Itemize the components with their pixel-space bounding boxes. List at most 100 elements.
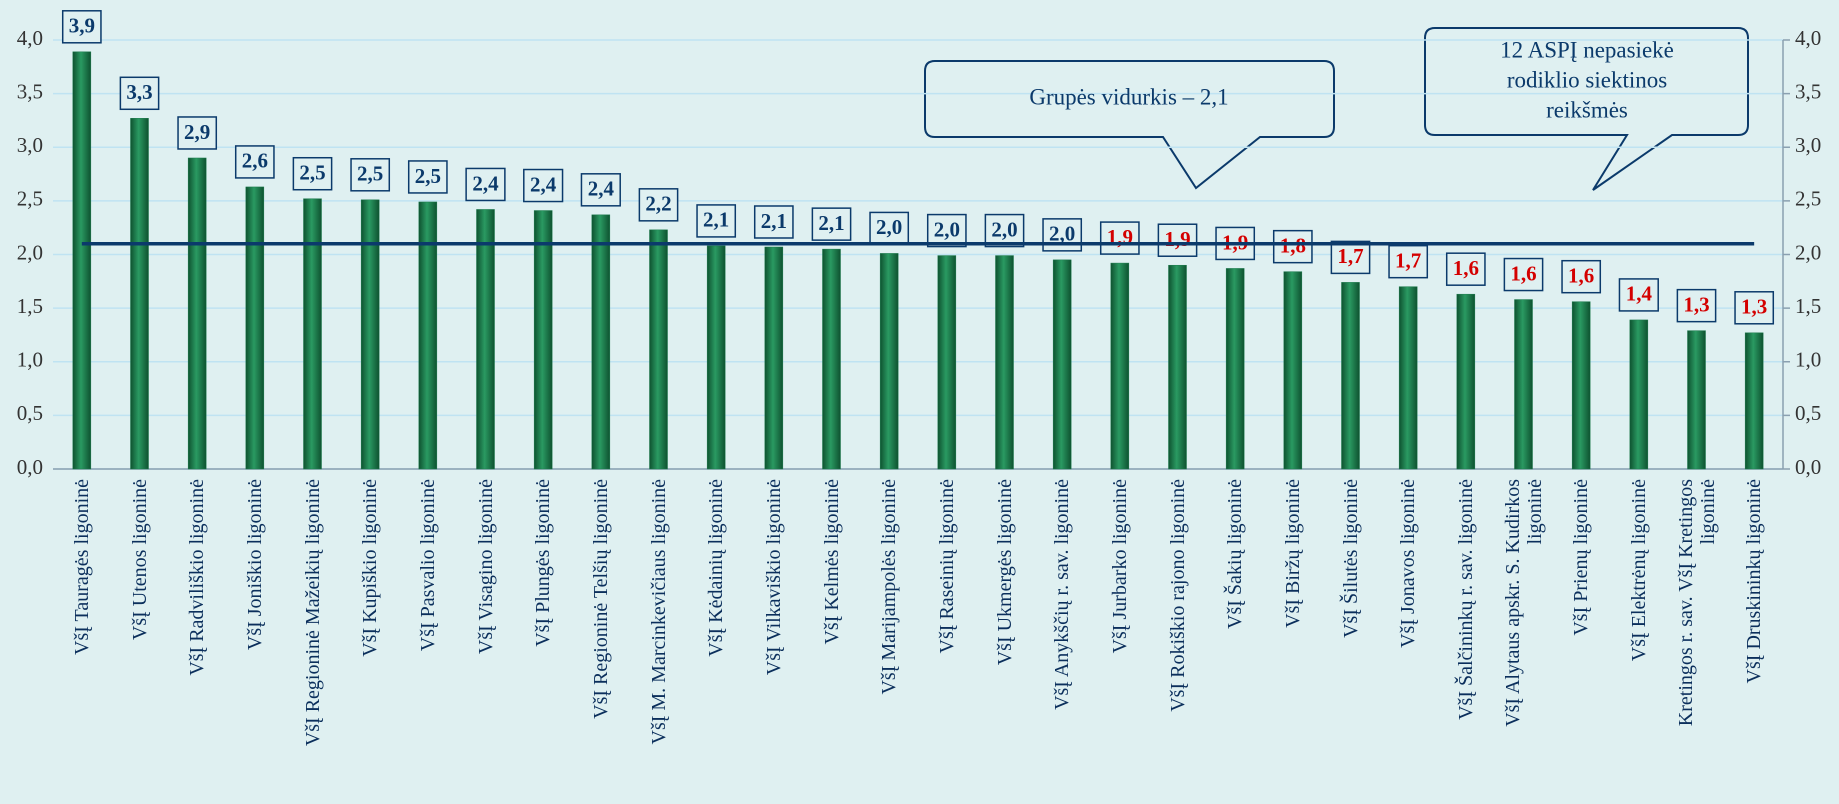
value-label-box: [1330, 240, 1371, 275]
x-tick-label: VšĮ Šilutės ligoninė: [1339, 479, 1362, 638]
bar: [764, 246, 784, 470]
value-label: 2,5: [357, 162, 383, 186]
value-label: 1,3: [1741, 295, 1767, 319]
value-label: 1,3: [1683, 292, 1709, 316]
x-tick-label: VšĮ Druskininkų ligoninė: [1743, 479, 1766, 684]
y-tick-label: 3,0: [17, 133, 43, 157]
annotation: reikšmės: [1546, 97, 1628, 122]
x-tick-label: VšĮ Alytaus apskr. S. Kudirkos ligoninė: [1501, 479, 1546, 727]
bar: [822, 248, 841, 470]
bar: [187, 157, 207, 470]
x-tick-label: VšĮ M. Marcinkevičiaus ligoninė: [647, 479, 670, 745]
value-label-box: [407, 160, 448, 194]
value-label-box: [234, 145, 275, 179]
x-tick-label: VšĮ Anykščių r. sav. ligoninė: [1051, 479, 1074, 710]
annotation: rodiklio siektinos: [1507, 67, 1667, 92]
bar: [1225, 268, 1245, 470]
value-label: 2,6: [242, 149, 268, 173]
value-label-box: [1042, 218, 1083, 252]
bar: [1687, 330, 1706, 470]
x-tick-label: VšĮ Marijampolės ligoninė: [878, 479, 901, 695]
bar: [245, 186, 265, 470]
value-label: 2,4: [472, 171, 499, 195]
value-label-box: [1157, 223, 1198, 257]
y2-tick-label: 1,5: [1795, 294, 1821, 318]
value-label-box: [1561, 259, 1602, 294]
x-tick-label: VšĮ Plungės ligoninė: [532, 479, 555, 647]
bar: [1744, 332, 1764, 470]
bar: [72, 51, 92, 470]
annotation: 12 ASPĮ nepasiekė: [1500, 37, 1674, 62]
y2-tick-label: 3,0: [1795, 133, 1821, 157]
value-label: 2,4: [588, 177, 615, 201]
x-tick-label: VšĮ Jurbarko ligoninė: [1108, 479, 1131, 654]
bar: [1398, 286, 1418, 470]
bar: [1283, 271, 1303, 470]
bar: [879, 253, 899, 470]
value-label: 2,0: [876, 215, 902, 239]
bar: [1629, 319, 1649, 470]
x-tick-label: VšĮ Radviliškio ligoninė: [186, 479, 209, 676]
callout-box: [924, 60, 1335, 190]
value-label: 2,2: [645, 192, 671, 216]
bar: [937, 255, 957, 470]
value-label: 1,6: [1568, 264, 1594, 288]
value-label-box: [1734, 291, 1775, 325]
bar: [649, 229, 668, 470]
value-label: 3,3: [126, 80, 152, 104]
x-tick-label: VšĮ Kelmės ligoninė: [820, 479, 843, 645]
value-label: 2,0: [1049, 222, 1075, 246]
value-label-box: [1099, 221, 1140, 255]
value-label: 1,4: [1626, 282, 1653, 306]
value-label: 1,6: [1453, 256, 1479, 280]
y2-tick-label: 0,0: [1795, 455, 1821, 479]
value-label-box: [696, 204, 737, 238]
value-label-box: [1272, 229, 1313, 264]
x-tick-label: VšĮ Raseinių ligoninė: [935, 479, 958, 654]
bar: [1571, 301, 1591, 470]
value-label-box: [984, 213, 1025, 248]
x-tick-label: VšĮ Visagino ligoninė: [474, 479, 497, 655]
bar: [1341, 282, 1360, 470]
value-label-box: [811, 207, 852, 241]
x-tick-label: VšĮ Rokiškio rajono ligoninė: [1166, 479, 1189, 712]
value-label-box: [350, 158, 391, 192]
value-label-box: [753, 205, 794, 239]
y2-tick-label: 2,0: [1795, 240, 1821, 264]
x-tick-label: VšĮ Joniškio ligoninė: [243, 479, 266, 651]
value-label: 2,5: [415, 164, 441, 188]
x-tick-label: VšĮ Prienų ligoninė: [1570, 479, 1593, 636]
y2-tick-label: 1,0: [1795, 348, 1821, 372]
value-label-box: [1676, 288, 1717, 323]
value-label: 1,7: [1395, 248, 1421, 272]
value-label: 2,4: [530, 172, 557, 196]
y-tick-label: 4,0: [17, 26, 43, 50]
y-tick-label: 0,5: [17, 401, 43, 425]
x-tick-label: VšĮ Ukmergės ligoninė: [993, 479, 1016, 666]
x-tick-label: VšĮ Regioninė Telšių ligoninė: [589, 479, 612, 719]
x-tick-label: VšĮ Utenos ligoninė: [128, 479, 151, 641]
value-label: 1,6: [1510, 261, 1536, 285]
y2-tick-label: 0,5: [1795, 401, 1821, 425]
y-tick-label: 1,0: [17, 348, 43, 372]
y-tick-label: 0,0: [17, 455, 43, 479]
value-label-box: [61, 10, 102, 44]
x-tick-label: VšĮ Šalčininkų r. sav. ligoninė: [1454, 479, 1477, 720]
y2-tick-label: 3,5: [1795, 79, 1821, 103]
value-label-box: [465, 167, 506, 202]
value-label-box: [1445, 252, 1486, 286]
bar: [1168, 264, 1187, 470]
bar: [303, 198, 322, 470]
x-tick-label: VšĮ Kupiškio ligoninė: [359, 479, 382, 657]
value-label: 2,0: [991, 217, 1017, 241]
value-label-box: [292, 156, 333, 191]
x-tick-label: Kretingos r. sav. VšĮ Kretingos ligoninė: [1674, 479, 1719, 727]
annotation: Grupės vidurkis – 2,1: [1029, 84, 1228, 109]
value-label: 2,0: [934, 217, 960, 241]
bar: [706, 245, 726, 470]
bar: [995, 255, 1014, 470]
value-label-box: [869, 211, 910, 246]
value-label-box: [1388, 244, 1429, 279]
y-tick-label: 2,0: [17, 240, 43, 264]
